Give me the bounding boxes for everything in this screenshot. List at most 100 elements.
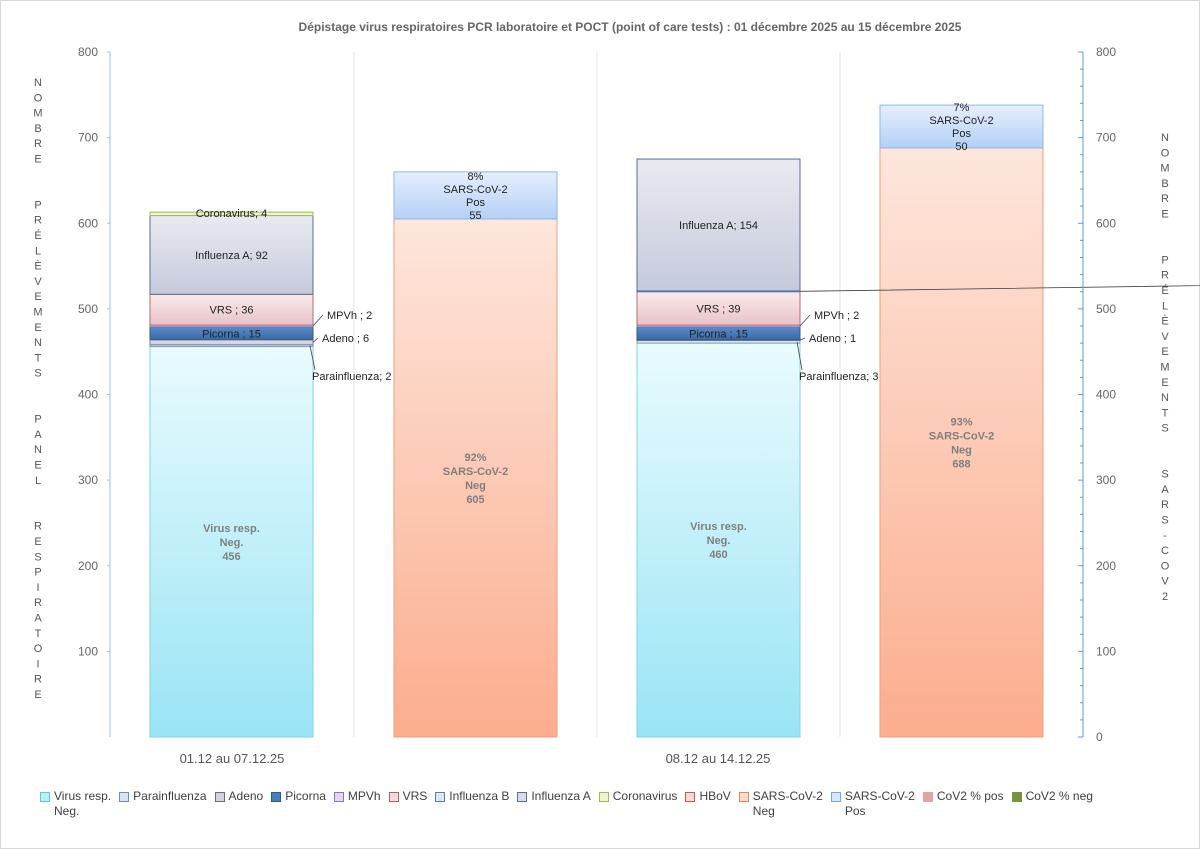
- legend-item-influenza-a: Influenza A: [517, 789, 591, 804]
- y-axis-title-left-char: E: [34, 536, 41, 548]
- legend-item-sars-cov-2-pos: SARS-CoV-2 Pos: [830, 789, 915, 819]
- y-tick-left: 300: [78, 473, 98, 487]
- y-axis-title-left-char: É: [34, 229, 41, 242]
- legend-label: Coronavirus: [612, 789, 678, 803]
- y-tick-right: 300: [1096, 473, 1116, 487]
- legend-item-cov2-neg: CoV2 % neg: [1011, 789, 1093, 804]
- legend-label: CoV2 % neg: [1025, 789, 1093, 803]
- y-tick-left: 700: [78, 131, 98, 145]
- y-tick-right: 700: [1096, 131, 1116, 145]
- y-axis-title-right-char: O: [1161, 147, 1170, 159]
- y-axis-title-right-char: M: [1160, 163, 1169, 175]
- legend-swatch: [435, 792, 446, 802]
- legend-swatch: [922, 792, 933, 802]
- panel-1-influenza-a-bar: [149, 215, 314, 295]
- sars-2-sars-cov-2-neg-label: 93%: [950, 416, 972, 428]
- legend-item-adeno: Adeno: [214, 789, 263, 804]
- panel-1-mpvh-label: MPVh ; 2: [327, 310, 372, 322]
- y-axis-title-left-char: È: [34, 260, 41, 273]
- sars-1-sars-cov-2-neg-label: 605: [466, 494, 484, 506]
- y-tick-left: 400: [78, 388, 98, 402]
- y-axis-title-left-char: E: [34, 291, 41, 303]
- y-axis-title-left-char: E: [34, 460, 41, 472]
- y-axis-title-right-char: R: [1161, 499, 1169, 511]
- y-axis-title-left-char: M: [33, 307, 42, 319]
- y-axis-title-left-char: M: [33, 108, 42, 120]
- y-axis-title-left-char: B: [34, 123, 41, 135]
- y-axis-title-left-char: E: [34, 689, 41, 701]
- y-axis-title-right-char: R: [1161, 270, 1169, 282]
- legend-swatch: [119, 792, 130, 802]
- panel-2-virus-resp-neg-label: Neg.: [707, 535, 731, 547]
- panel-1-influenza-a-label: Influenza A; 92: [195, 250, 268, 262]
- panel-2-vrs-bar: [636, 291, 801, 326]
- y-tick-right: 200: [1096, 559, 1116, 573]
- y-axis-title-right-char: E: [1161, 377, 1168, 389]
- y-axis-title-left-char: S: [34, 368, 41, 380]
- y-axis-title-left-char: O: [34, 643, 43, 655]
- sars-2-sars-cov-2-neg-label: SARS-CoV-2: [929, 430, 994, 442]
- y-axis-title-right-char: B: [1161, 178, 1168, 190]
- sars-1-sars-cov-2-neg-label: Neg: [465, 480, 486, 492]
- y-axis-title-right-char: 2: [1162, 591, 1168, 603]
- panel-2-parainfluenza-label: Parainfluenza; 3: [799, 371, 879, 383]
- sars-1-sars-cov-2-neg-label: SARS-CoV-2: [443, 466, 508, 478]
- y-axis-title-left-char: L: [35, 475, 41, 487]
- y-axis-title-left-char: R: [34, 521, 42, 533]
- legend-swatch: [685, 792, 696, 802]
- panel-1-coronavirus-label: Coronavirus; 4: [196, 208, 268, 220]
- legend-label: VRS: [402, 789, 428, 803]
- y-axis-title-left-char: V: [34, 276, 42, 288]
- y-axis-title-left-char: N: [34, 337, 42, 349]
- legend-label: Influenza B: [449, 789, 510, 803]
- y-tick-right: 100: [1096, 644, 1116, 658]
- legend-swatch: [598, 792, 609, 802]
- y-axis-title-right-char: S: [1161, 423, 1168, 435]
- legend-label: MPVh: [347, 789, 381, 803]
- legend-swatch: [271, 792, 282, 802]
- legend-label: Influenza A: [531, 789, 591, 803]
- panel-1-virus-resp-neg-label: Neg.: [220, 537, 244, 549]
- sars-2-sars-cov-2-pos-label: SARS-CoV-2: [929, 115, 993, 127]
- y-axis-title-right-char: O: [1161, 560, 1170, 572]
- y-axis-title-right-char: É: [1161, 284, 1168, 297]
- panel-2-adeno-leader-line: [799, 337, 806, 341]
- legend-swatch: [517, 792, 528, 802]
- panel-2-parainfluenza-leader-line: [796, 341, 803, 371]
- y-axis-title-right-char: S: [1161, 469, 1168, 481]
- legend-label: Virus resp. Neg.: [54, 789, 112, 818]
- panel-2-vrs-label: VRS ; 39: [696, 303, 740, 315]
- legend-swatch: [738, 792, 749, 802]
- y-tick-left: 600: [78, 216, 98, 230]
- y-axis-title-left-char: I: [36, 582, 39, 594]
- y-tick-left: 100: [78, 644, 98, 658]
- y-axis-title-left-char: R: [34, 215, 42, 227]
- y-tick-left: 500: [78, 302, 98, 316]
- y-axis-title-right-char: È: [1161, 315, 1168, 328]
- panel-1-virus-resp-neg-bar: [149, 346, 314, 738]
- y-axis-title-left-char: A: [34, 429, 42, 441]
- y-axis-title-right-char: N: [1161, 132, 1169, 144]
- legend-label: CoV2 % pos: [936, 789, 1004, 803]
- panel-1-vrs-label: VRS ; 36: [209, 305, 253, 317]
- y-axis-title-right-char: P: [1161, 254, 1168, 266]
- y-axis-title-left-char: L: [35, 245, 41, 257]
- y-axis-title-left-char: A: [34, 613, 42, 625]
- sars-2-sars-cov-2-pos-label: 50: [955, 141, 967, 153]
- legend-swatch: [1011, 792, 1022, 802]
- sars-1-sars-cov-2-neg-label: 92%: [464, 452, 486, 464]
- legend-item-sars-cov-2-neg: SARS-CoV-2 Neg: [738, 789, 823, 819]
- panel-1-parainfluenza-leader-line: [309, 345, 316, 371]
- legend-item-influenza-b: Influenza B: [435, 789, 509, 804]
- y-axis-title-right-char: -: [1163, 530, 1167, 542]
- panel-2-adeno-label: Adeno ; 1: [809, 333, 856, 345]
- legend-label: SARS-CoV-2 Pos: [844, 789, 915, 818]
- panel-1-adeno-label: Adeno ; 6: [322, 333, 369, 345]
- legend-swatch: [214, 792, 225, 802]
- legend-item-coronavirus: Coronavirus: [598, 789, 678, 804]
- panel-2-influenza-b-leader-line: [799, 285, 1200, 292]
- legend-swatch: [830, 792, 841, 802]
- y-tick-right: 800: [1096, 45, 1116, 59]
- legend-label: Picorna: [285, 789, 326, 803]
